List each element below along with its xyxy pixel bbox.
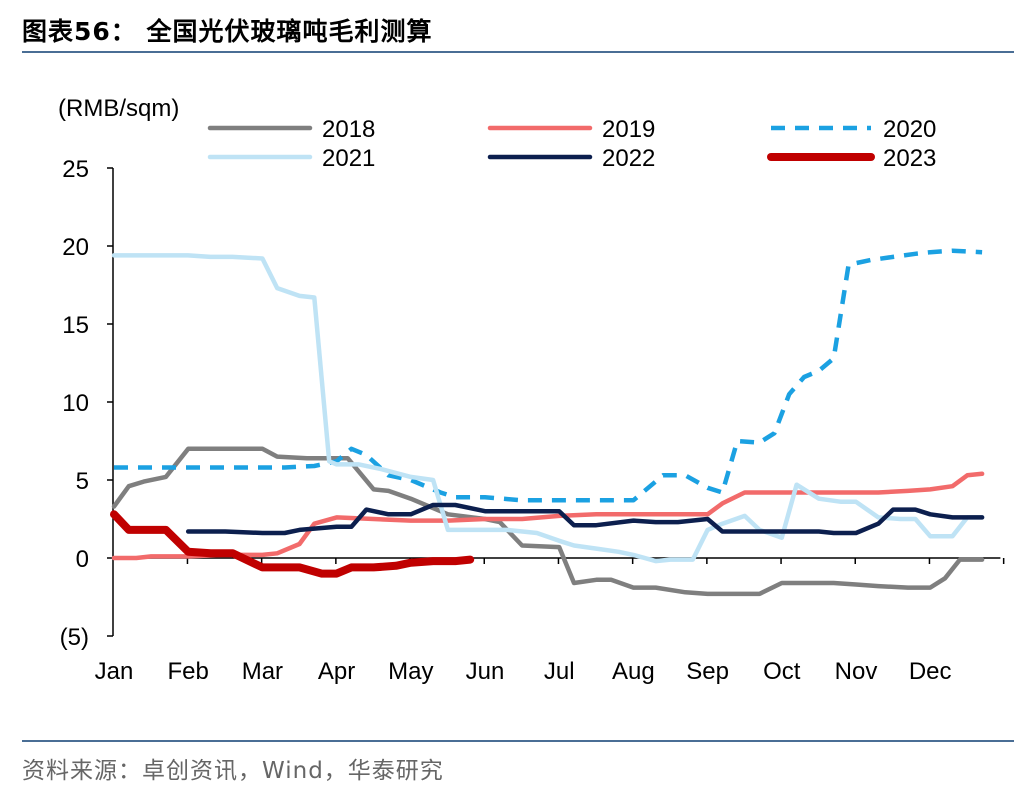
series-line-2022	[185, 502, 985, 536]
x-tick-label: Feb	[168, 658, 209, 685]
y-tick-label: 10	[62, 390, 89, 417]
x-tick-label: Aug	[612, 658, 655, 685]
x-tick-label: Oct	[763, 658, 801, 685]
y-tick-label: 20	[62, 234, 89, 261]
x-tick-label: Jul	[544, 658, 575, 685]
y-tick-label: (5)	[60, 624, 89, 651]
legend-label-2020: 2020	[883, 116, 936, 143]
legend-label-2018: 2018	[322, 116, 375, 143]
x-tick-label: Jun	[466, 658, 505, 685]
series-line-2021	[111, 253, 985, 564]
legend: 2018 2019 2020 2021 2022 2023	[207, 116, 936, 172]
legend-label-2022: 2022	[602, 145, 655, 172]
x-axis: Jan Feb Mar Apr May Jun Jul Aug Sep Oct Nov Dec	[95, 557, 1005, 685]
source-note: 资料来源：卓创资讯，Wind，华泰研究	[22, 758, 444, 784]
y-tick-label: 15	[62, 312, 89, 339]
y-tick-label: 5	[76, 468, 89, 495]
legend-label-2023: 2023	[883, 145, 936, 172]
y-unit-label: (RMB/sqm)	[58, 95, 179, 122]
x-tick-label: Jan	[95, 658, 134, 685]
y-tick-label: 25	[62, 156, 89, 183]
figure-title: 图表56： 全国光伏玻璃吨毛利测算	[22, 17, 433, 46]
x-tick-label: Apr	[318, 658, 355, 685]
x-tick-label: Mar	[242, 658, 283, 685]
x-tick-label: May	[388, 658, 433, 685]
x-tick-label: Dec	[909, 658, 952, 685]
legend-label-2021: 2021	[322, 145, 375, 172]
series-line-2019	[111, 471, 985, 561]
y-tick-label: 0	[76, 546, 89, 573]
series-line-2020	[114, 248, 983, 503]
legend-label-2019: 2019	[602, 116, 655, 143]
series-line-2023	[110, 510, 475, 578]
top-rule	[22, 51, 1014, 53]
series-line-2018	[111, 446, 985, 597]
y-axis: 25 20 15 10 5 0 (5)	[60, 156, 114, 651]
bottom-rule	[22, 740, 1014, 742]
x-tick-label: Nov	[835, 658, 878, 685]
series-lines	[110, 248, 985, 597]
x-tick-label: Sep	[686, 658, 729, 685]
